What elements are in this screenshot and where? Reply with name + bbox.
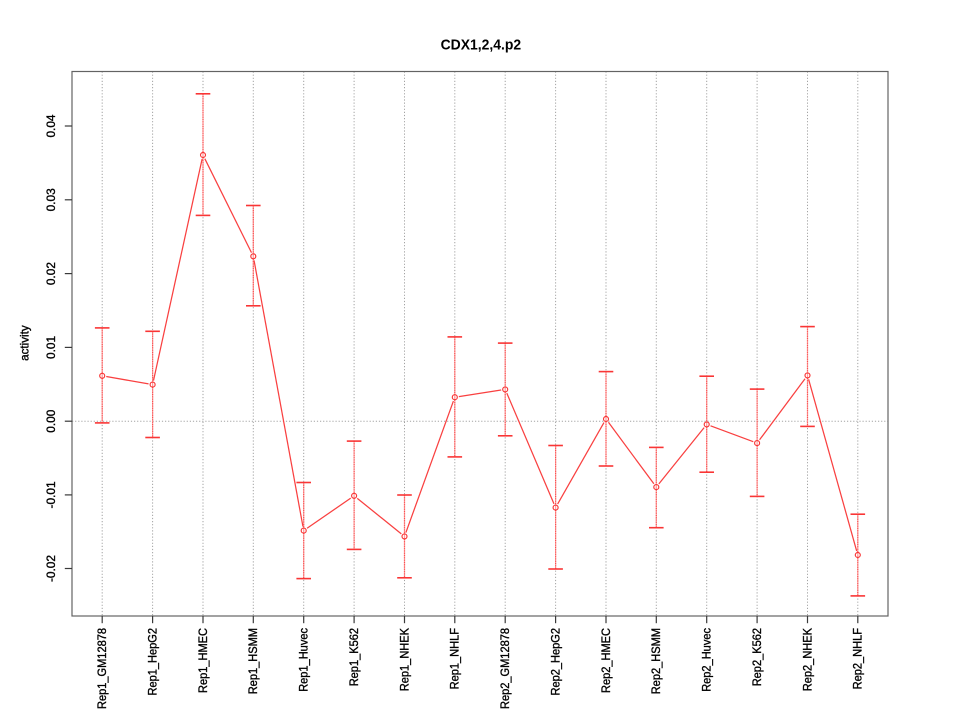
svg-text:Rep2_HepG2: Rep2_HepG2 [548,628,562,696]
svg-text:0.01: 0.01 [44,336,58,359]
svg-text:Rep2_NHEK: Rep2_NHEK [800,628,814,691]
svg-text:Rep2_Huvec: Rep2_Huvec [700,628,714,692]
svg-text:Rep2_K562: Rep2_K562 [750,628,764,687]
svg-text:Rep2_NHLF: Rep2_NHLF [851,628,865,689]
svg-text:activity: activity [17,325,31,361]
svg-text:0.03: 0.03 [44,188,58,211]
svg-text:Rep1_GM12878: Rep1_GM12878 [95,628,109,709]
svg-text:Rep1_K562: Rep1_K562 [347,628,361,687]
svg-text:0.02: 0.02 [44,262,58,285]
svg-text:0.00: 0.00 [44,409,58,432]
svg-text:-0.02: -0.02 [44,555,58,582]
svg-text:-0.01: -0.01 [44,481,58,508]
svg-text:Rep1_HepG2: Rep1_HepG2 [145,628,159,696]
svg-text:Rep1_HMEC: Rep1_HMEC [196,628,210,693]
svg-text:Rep1_NHEK: Rep1_NHEK [397,628,411,691]
svg-text:Rep2_HMEC: Rep2_HMEC [599,628,613,693]
svg-text:Rep1_NHLF: Rep1_NHLF [448,628,462,689]
svg-text:Rep1_HSMM: Rep1_HSMM [246,628,260,694]
svg-text:Rep2_GM12878: Rep2_GM12878 [498,628,512,709]
svg-text:CDX1,2,4.p2: CDX1,2,4.p2 [441,36,522,53]
svg-text:Rep2_HSMM: Rep2_HSMM [649,628,663,694]
svg-text:Rep1_Huvec: Rep1_Huvec [297,628,311,692]
svg-text:0.04: 0.04 [44,114,58,137]
